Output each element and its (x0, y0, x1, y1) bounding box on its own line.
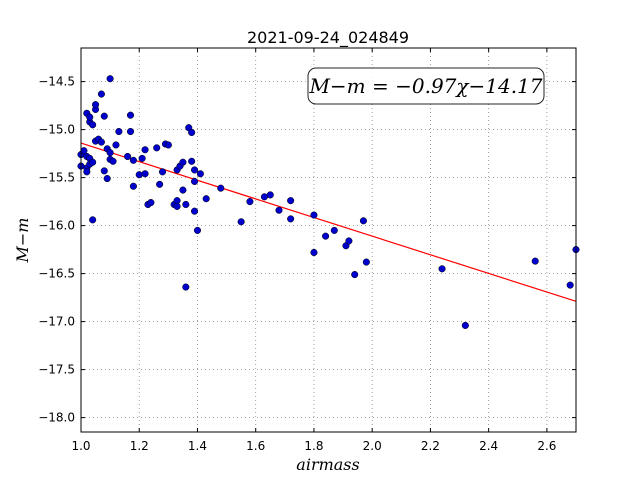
fit-line-group (80, 142, 577, 302)
data-point (179, 158, 187, 166)
data-point (345, 237, 353, 245)
data-point (182, 283, 190, 291)
data-point (217, 184, 225, 192)
data-point (330, 226, 338, 234)
data-point (287, 215, 295, 223)
data-point (191, 207, 199, 215)
data-point (100, 112, 108, 120)
data-point (124, 152, 132, 161)
data-point (275, 206, 283, 214)
data-point (182, 200, 190, 209)
y-tick-label: −15.0 (38, 123, 75, 137)
data-point (179, 186, 187, 194)
y-tick-label: −14.5 (38, 75, 75, 89)
x-tick-label: 1.8 (304, 439, 323, 453)
data-point (158, 168, 167, 176)
data-point (100, 167, 108, 175)
x-axis-label: airmass (296, 455, 359, 474)
data-point (531, 257, 539, 265)
data-point (112, 141, 120, 149)
fit-line (80, 142, 577, 302)
y-axis-label: M−m (13, 218, 32, 264)
x-tick-label: 2.6 (537, 439, 556, 453)
data-point (322, 232, 330, 240)
data-point (438, 265, 446, 273)
x-tick-label: 1.6 (246, 439, 265, 453)
data-point (103, 175, 111, 183)
data-point (92, 101, 100, 109)
data-point (362, 258, 370, 266)
data-point (191, 177, 199, 185)
axis-ticks: 1.0 1.2 1.4 1.6 1.8 2.0 2.2 2.4 2.6 −14.5 −15.0 −15… (38, 48, 576, 453)
data-point (351, 271, 359, 279)
data-point (97, 90, 105, 98)
data-point (196, 170, 204, 178)
x-tick-label: 2.0 (363, 439, 382, 453)
data-point (89, 121, 97, 129)
data-point (359, 217, 367, 225)
data-point (246, 198, 254, 206)
data-point (147, 199, 155, 207)
data-point (173, 202, 181, 210)
data-point (566, 281, 574, 289)
data-point (310, 248, 318, 257)
data-point (310, 211, 318, 219)
fit-equation-box: M−m = −0.97χ−14.17 (307, 67, 545, 105)
grid (81, 48, 576, 432)
data-point (156, 180, 164, 188)
data-point (83, 168, 91, 176)
y-tick-label: −16.0 (38, 219, 75, 233)
data-point (461, 321, 469, 329)
data-point (141, 170, 149, 178)
chart-title: 2021-09-24_024849 (247, 28, 409, 48)
data-point (106, 149, 114, 157)
data-point (109, 157, 117, 165)
data-point (164, 141, 172, 149)
x-tick-label: 1.2 (130, 439, 149, 453)
data-point (86, 113, 94, 121)
data-point (141, 146, 149, 154)
data-point (188, 157, 196, 165)
fit-equation: M−m = −0.97χ−14.17 (308, 74, 542, 98)
data-point (129, 182, 137, 190)
data-point (115, 127, 123, 136)
y-tick-label: −17.5 (38, 363, 75, 377)
data-point (106, 75, 114, 83)
data-point (287, 197, 295, 205)
y-tick-label: −16.5 (38, 267, 75, 281)
y-tick-label: −17.0 (38, 315, 75, 329)
data-point (153, 144, 161, 152)
data-point (97, 138, 105, 146)
data-point (89, 216, 97, 224)
data-point (135, 171, 143, 179)
x-tick-label: 1.4 (188, 439, 207, 453)
plot-frame (80, 47, 577, 433)
data-point (188, 128, 196, 137)
data-point (126, 111, 135, 119)
y-tick-label: −18.0 (38, 411, 75, 425)
data-points (77, 75, 580, 329)
data-point (138, 154, 146, 162)
data-point (89, 158, 97, 166)
data-point (191, 166, 199, 174)
data-point (126, 127, 135, 136)
data-point (237, 218, 245, 226)
x-tick-label: 2.2 (421, 439, 440, 453)
x-tick-label: 2.4 (479, 439, 498, 453)
data-point (193, 226, 202, 234)
data-point (202, 195, 210, 203)
data-point (266, 191, 274, 199)
y-tick-label: −15.5 (38, 171, 75, 185)
data-point (129, 156, 137, 164)
x-tick-label: 1.0 (71, 439, 90, 453)
